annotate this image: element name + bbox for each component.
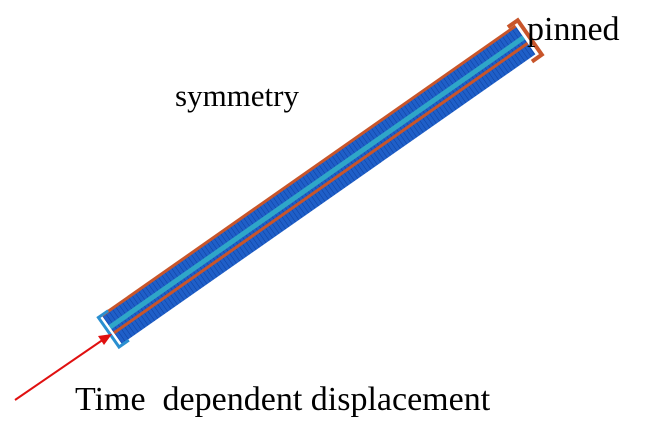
diagram: pinned symmetry Time dependent displacem… <box>0 0 664 425</box>
symmetry-stripe <box>109 35 526 329</box>
load-label: Time dependent displacement <box>75 381 491 418</box>
symmetry-edge <box>101 25 516 317</box>
load-arrow-head <box>98 334 112 345</box>
beam-model <box>97 20 542 349</box>
pinned-label: pinned <box>527 11 620 48</box>
symmetry-label: symmetry <box>175 78 299 113</box>
